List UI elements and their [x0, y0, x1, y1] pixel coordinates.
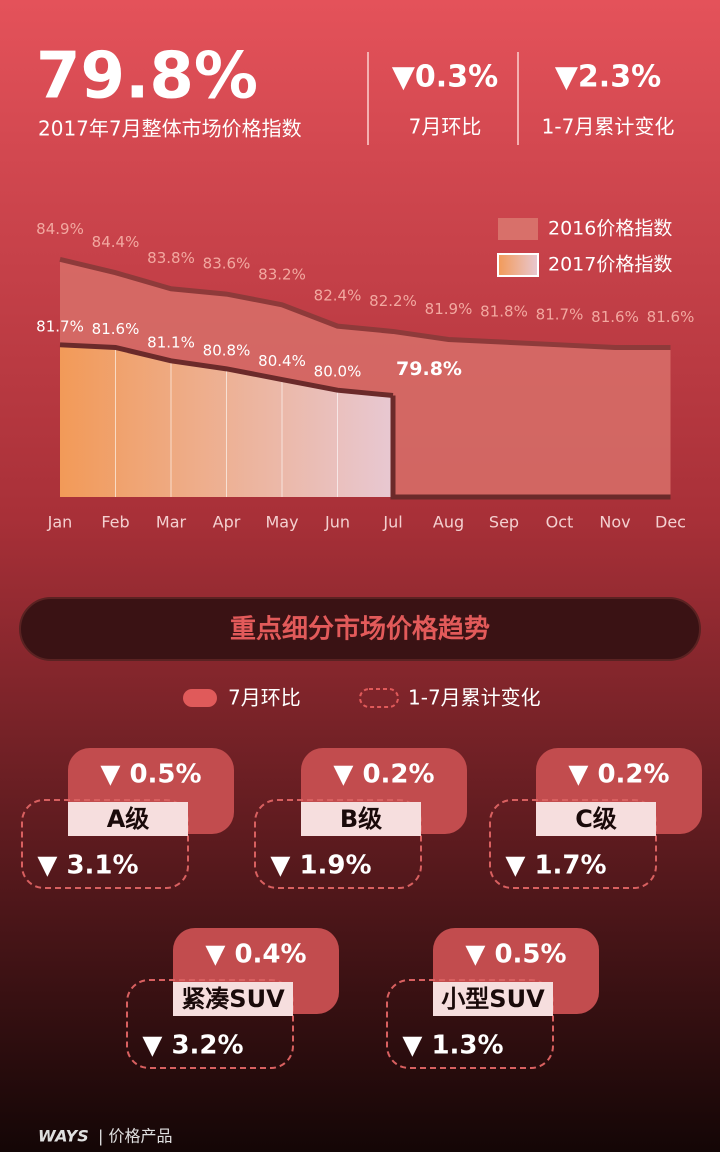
data-label: 81.6%: [591, 308, 639, 326]
data-label: 83.8%: [147, 249, 195, 267]
data-label: 80.0%: [314, 363, 362, 381]
data-label: 82.4%: [314, 287, 362, 305]
segment-name: B级: [340, 805, 382, 833]
section-title: 重点细分市场价格趋势: [230, 614, 490, 645]
x-tick-label: Aug: [433, 513, 464, 532]
legend-swatch: [497, 253, 539, 277]
footer-text: | 价格产品: [98, 1127, 172, 1146]
data-label: 83.2%: [258, 265, 306, 283]
ytd-box: [126, 979, 294, 1069]
month-value: ▼ 0.4%: [205, 940, 306, 970]
name-box: [301, 802, 421, 836]
ytd-value: ▼ 1.7%: [505, 851, 606, 881]
data-label: 81.1%: [147, 333, 195, 351]
ytd-value: ▼ 1.9%: [270, 851, 371, 881]
x-tick-label: Apr: [213, 513, 241, 532]
x-tick-label: Oct: [546, 513, 574, 532]
ytd-value: ▼ 1.3%: [402, 1031, 503, 1061]
data-label: 80.8%: [203, 341, 251, 359]
data-label: 83.6%: [203, 255, 251, 273]
x-tick-label: May: [265, 513, 298, 532]
data-label: 81.8%: [480, 303, 528, 321]
x-tick-label: Jul: [382, 513, 402, 532]
stat-label: 1-7月累计变化: [542, 115, 675, 139]
name-box: [173, 982, 293, 1016]
data-label: 79.8%: [396, 358, 462, 380]
month-value: ▼ 0.2%: [333, 760, 434, 790]
ytd-value: ▼ 3.1%: [37, 851, 138, 881]
data-label: 82.2%: [369, 292, 417, 310]
data-label: 81.7%: [36, 317, 84, 335]
chart: Jan Feb Mar Apr May Jun Jul Aug Sep Oct Nov Dec 84.9…: [36, 218, 694, 532]
legend-swatch: [183, 689, 217, 707]
line: [59, 342, 394, 399]
legend-label: 7月环比: [228, 686, 301, 710]
data-label: 81.6%: [647, 308, 695, 326]
segment-name: C级: [575, 805, 617, 833]
x-tick-label: Jan: [47, 513, 73, 532]
month-value: ▼ 0.2%: [568, 760, 669, 790]
line: [59, 256, 671, 350]
x-tick-label: Sep: [489, 513, 519, 532]
footer-brand: WAYS: [38, 1127, 89, 1146]
x-tick-label: Dec: [655, 513, 686, 532]
legend-label: 2016价格指数: [548, 218, 672, 240]
headline-value: 79.8%: [36, 40, 258, 114]
ytd-box: [21, 799, 189, 889]
legend-label: 2017价格指数: [548, 254, 672, 276]
segment-name: 紧凑SUV: [181, 985, 285, 1013]
segment-name: 小型SUV: [441, 985, 545, 1013]
x-tick-label: Feb: [101, 513, 129, 532]
name-box: [433, 982, 553, 1016]
data-label: 81.6%: [92, 320, 140, 338]
data-label: 84.4%: [92, 233, 140, 251]
data-label: 80.4%: [258, 352, 306, 370]
legend-label: 1-7月累计变化: [408, 686, 541, 710]
data-label: 84.9%: [36, 220, 84, 238]
stat-value: ▼2.3%: [555, 60, 661, 95]
legend-swatch: [359, 688, 399, 708]
legend-swatch: [498, 218, 538, 240]
name-box: [536, 802, 656, 836]
headline-subtitle: 2017年7月整体市场价格指数: [38, 117, 302, 141]
stat-label: 7月环比: [409, 115, 482, 139]
section-banner: [19, 597, 701, 661]
segment-name: A级: [107, 805, 150, 833]
data-label: 81.9%: [425, 300, 473, 318]
month-value: ▼ 0.5%: [100, 760, 201, 790]
x-tick-label: Jun: [324, 513, 350, 532]
stat-value: ▼0.3%: [392, 60, 498, 95]
x-tick-label: Nov: [599, 513, 630, 532]
line-drop: [390, 395, 671, 500]
ytd-box: [254, 799, 422, 889]
segments: A级 ▼ 0.5% ▼ 3.1% B级 ▼ 0.2% ▼ 1.9% C级 ▼ 0.2% ▼ 1.…: [21, 748, 702, 1069]
ytd-value: ▼ 3.2%: [142, 1031, 243, 1061]
month-value: ▼ 0.5%: [465, 940, 566, 970]
name-box: [68, 802, 188, 836]
x-tick-label: Mar: [156, 513, 187, 532]
ytd-box: [386, 979, 554, 1069]
ytd-box: [489, 799, 657, 889]
data-label: 81.7%: [536, 305, 584, 323]
